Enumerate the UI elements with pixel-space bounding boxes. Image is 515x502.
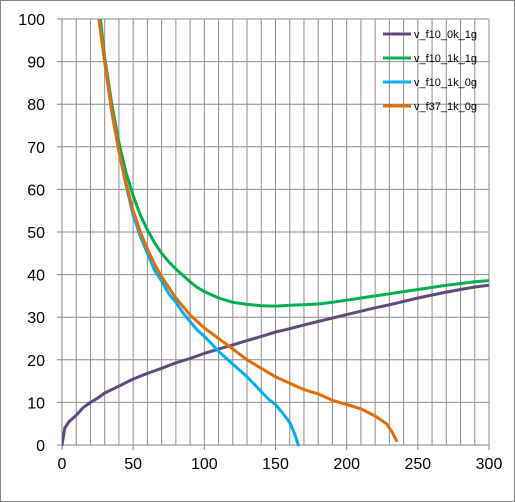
x-tick-label: 200 (333, 456, 360, 473)
x-tick-label: 150 (262, 456, 289, 473)
legend-label: v_f10_1k_1g (414, 53, 477, 65)
x-tick-label: 300 (476, 456, 503, 473)
y-tick-label: 30 (27, 310, 45, 327)
y-tick-label: 40 (27, 268, 45, 285)
y-tick-label: 80 (27, 97, 45, 114)
legend-label: v_f10_0k_1g (414, 29, 477, 41)
gridlines (62, 18, 490, 445)
y-tick-label: 10 (27, 395, 45, 412)
y-tick-label: 50 (27, 225, 45, 242)
y-tick-label: 0 (36, 438, 45, 455)
legend-label: v_f37_1k_0g (414, 101, 477, 113)
y-tick-label: 90 (27, 55, 45, 72)
series-line-1 (62, 283, 489, 447)
y-tick-label: 60 (27, 182, 45, 199)
y-tick-label: 20 (27, 353, 45, 370)
x-tick-label: 100 (191, 456, 218, 473)
x-tick-label: 50 (124, 456, 142, 473)
legend-label: v_f10_1k_0g (414, 77, 477, 89)
x-tick-label: 250 (404, 456, 431, 473)
y-tick-label: 100 (18, 12, 45, 29)
y-axis-ticks: 0 10 20 30 40 50 60 70 80 90 100 (18, 12, 62, 455)
series-lines (62, 19, 489, 447)
x-tick-label: 0 (58, 456, 67, 473)
legend: v_f10_0k_1g v_f10_1k_1g v_f10_1k_0g v_f37_1… (383, 29, 477, 113)
x-axis-ticks: 0 50 100 150 200 250 300 (58, 445, 503, 473)
y-tick-label: 70 (27, 140, 45, 157)
series-line-2 (98, 19, 489, 308)
series-line-4 (97, 19, 398, 443)
